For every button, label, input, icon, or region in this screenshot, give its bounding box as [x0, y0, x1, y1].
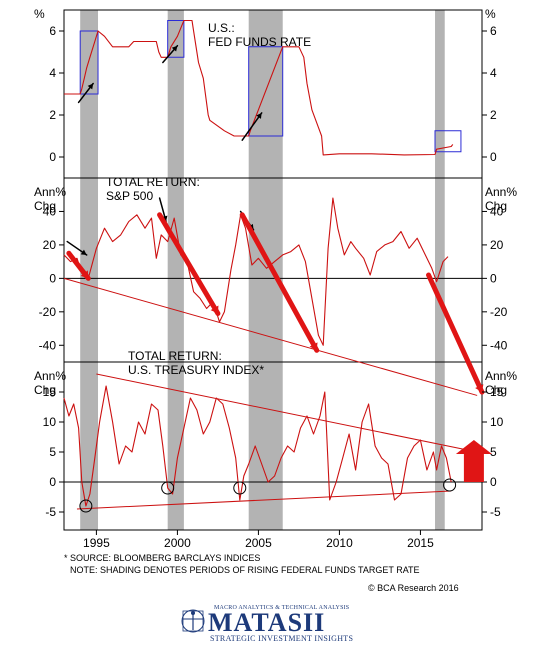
- unit-label-right: Chg: [485, 199, 507, 213]
- rising-rate-box-0: [79, 30, 99, 95]
- y-tick-label: -20: [39, 305, 57, 319]
- panel-subtitle: S&P 500: [106, 189, 153, 203]
- unit-label-left: Ann%: [34, 369, 66, 383]
- y-tick-label: -5: [490, 505, 501, 519]
- vitruvian-man-icon: [181, 609, 205, 633]
- x-tick-label: 2005: [245, 536, 272, 550]
- x-tick-label: 1995: [83, 536, 110, 550]
- x-tick-label: 2015: [407, 536, 434, 550]
- unit-label-right: Ann%: [485, 369, 517, 383]
- shading-note: NOTE: SHADING DENOTES PERIODS OF RISING …: [70, 565, 420, 575]
- unit-label-left: %: [34, 7, 45, 21]
- y-tick-label: 10: [490, 415, 504, 429]
- y-tick-label: 0: [490, 475, 497, 489]
- panel-title: TOTAL RETURN:: [106, 175, 200, 189]
- y-tick-label: 40: [43, 204, 57, 218]
- arrow-head-4: [210, 305, 219, 314]
- shading-bar-0: [80, 10, 99, 530]
- y-tick-label: -5: [45, 505, 56, 519]
- shading-bar-1: [167, 10, 184, 530]
- unit-label-left: Chg: [34, 383, 56, 397]
- plot-frame: [63, 9, 483, 531]
- trough-circle-3: [443, 478, 457, 492]
- panel-subtitle: U.S. TREASURY INDEX*: [128, 363, 264, 377]
- y-tick-label: 20: [43, 238, 57, 252]
- y-tick-label: 10: [43, 415, 57, 429]
- y-tick-label: -40: [39, 338, 57, 352]
- y-tick-label: 0: [490, 150, 497, 164]
- y-tick-label: 0: [490, 271, 497, 285]
- arrow-head-3: [80, 270, 89, 279]
- shading-bar-2: [248, 10, 283, 530]
- unit-label-right: Chg: [485, 383, 507, 397]
- y-tick-label: -20: [490, 305, 508, 319]
- trend-line-0: [96, 373, 478, 453]
- rising-rate-box-3: [434, 130, 462, 153]
- rising-rate-box-1: [167, 20, 185, 58]
- x-tick-label: 2010: [326, 536, 353, 550]
- unit-label-right: %: [485, 7, 496, 21]
- y-tick-label: 0: [49, 475, 56, 489]
- copyright: © BCA Research 2016: [368, 583, 459, 593]
- logo-main-text: MATASII: [208, 608, 326, 637]
- arrow-head-6: [475, 384, 484, 393]
- trend-line-1: [76, 490, 452, 510]
- y-tick-label: 6: [490, 24, 497, 38]
- y-tick-label: 40: [490, 204, 504, 218]
- unit-label-left: Ann%: [34, 185, 66, 199]
- trough-circle-0: [79, 499, 93, 513]
- trough-circle-2: [233, 481, 247, 495]
- logo-sub-text: STRATEGIC INVESTMENT INSIGHTS: [210, 634, 354, 643]
- source-note: * SOURCE: BLOOMBERG BARCLAYS INDICES: [64, 553, 261, 563]
- panel-subtitle: FED FUNDS RATE: [208, 35, 311, 49]
- y-tick-label: 2: [490, 108, 497, 122]
- panel-title: U.S.:: [208, 21, 235, 35]
- rising-rate-box-2: [248, 46, 284, 137]
- arrow-head-2: [256, 112, 262, 119]
- unit-label-right: Ann%: [485, 185, 517, 199]
- series-line-2: [63, 385, 452, 507]
- arrow-2: [241, 112, 263, 141]
- y-tick-label: 6: [49, 24, 56, 38]
- trough-circle-1: [161, 481, 175, 495]
- unit-label-left: Chg: [34, 199, 56, 213]
- y-tick-label: 20: [490, 238, 504, 252]
- arrow-head-0: [80, 249, 87, 255]
- y-tick-label: 4: [490, 66, 497, 80]
- y-tick-label: 0: [49, 271, 56, 285]
- x-tick-label: 2000: [164, 536, 191, 550]
- series-line-1: [63, 197, 449, 346]
- arrow-head-1: [171, 45, 178, 52]
- y-tick-label: 2: [49, 108, 56, 122]
- panel-title: TOTAL RETURN:: [128, 349, 222, 363]
- up-arrow-icon: [455, 440, 492, 482]
- series-line-0: [64, 19, 454, 156]
- arrow-head-5: [309, 342, 318, 351]
- logo-top-text: MACRO ANALYTICS & TECHNICAL ANALYSIS: [214, 605, 350, 611]
- y-tick-label: 5: [490, 445, 497, 459]
- y-tick-label: 5: [49, 445, 56, 459]
- arrow-5: [239, 212, 320, 353]
- y-tick-label: 15: [43, 385, 57, 399]
- trend-line-0: [63, 277, 478, 396]
- y-tick-label: 15: [490, 385, 504, 399]
- y-tick-label: 0: [49, 150, 56, 164]
- arrow-head-0: [87, 83, 94, 90]
- arrow-6: [426, 272, 485, 395]
- y-tick-label: -40: [490, 338, 508, 352]
- y-tick-label: 4: [49, 66, 56, 80]
- arrow-4: [157, 212, 221, 316]
